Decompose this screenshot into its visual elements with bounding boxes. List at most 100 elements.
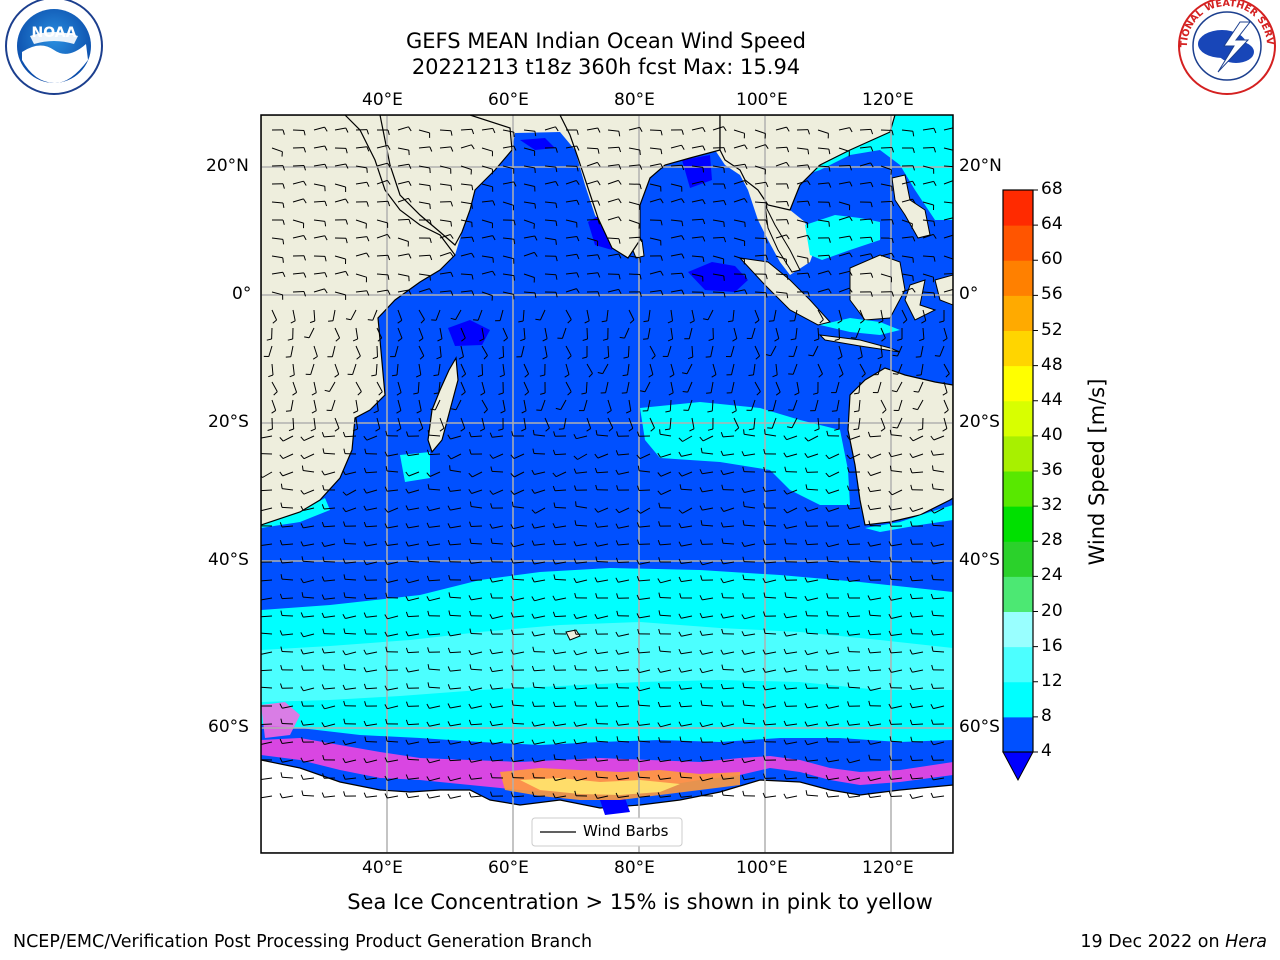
wind-barb [711, 399, 714, 412]
wind-barb-flag [639, 184, 642, 190]
wind-barb-flag [597, 127, 601, 133]
wind-barb-flag [616, 682, 619, 688]
wind-barb [744, 506, 756, 509]
wind-barb [471, 597, 483, 601]
wind-barb [281, 651, 294, 653]
wind-barb-flag [762, 720, 766, 726]
wind-barb [723, 651, 735, 655]
wind-barb-flag [783, 435, 788, 440]
wind-barb-flag [461, 391, 466, 396]
wind-barb [512, 795, 525, 798]
wind-barb-flag [356, 355, 361, 360]
wind-barb-flag [532, 701, 535, 707]
colorbar-segment [1003, 400, 1033, 437]
wind-barb-flag [909, 684, 913, 690]
wind-barb-flag [426, 703, 430, 709]
wind-barb-flag [595, 629, 598, 635]
wind-barb-flag [468, 685, 472, 691]
wind-barb [943, 201, 953, 204]
wind-barb-flag [387, 255, 391, 261]
wind-barb [817, 309, 824, 320]
wind-barb-flag [324, 126, 328, 132]
wind-barb [261, 686, 273, 689]
wind-barb-flag [846, 435, 851, 440]
wind-barb [491, 759, 504, 762]
wind-barb [626, 381, 630, 393]
wind-barb-flag [849, 127, 853, 133]
lat-label-right-20n: 20°N [959, 156, 1002, 176]
wind-barb [870, 795, 882, 798]
wind-barb [807, 453, 819, 458]
wind-barb-flag [597, 200, 601, 206]
wind-barb [428, 668, 441, 671]
wind-barb-flag [552, 449, 556, 455]
wind-barb [880, 309, 884, 321]
wind-barb [660, 777, 672, 780]
wind-barb-flag [531, 577, 535, 583]
wind-barb-flag [300, 505, 304, 511]
wind-barb [702, 777, 714, 782]
wind-barb-flag [678, 792, 682, 798]
wind-barb-flag [930, 450, 934, 456]
wind-barb-flag [849, 271, 853, 276]
wind-barb [785, 777, 798, 780]
wind-barb-flag [615, 792, 619, 798]
wind-barb-flag [786, 426, 793, 429]
wind-barb-flag [681, 235, 685, 241]
wind-barb [870, 597, 882, 601]
wind-barb-flag [408, 289, 412, 295]
wind-barb-flag [343, 628, 346, 634]
wind-barb-flag [426, 758, 430, 764]
wind-barb-flag [720, 774, 724, 780]
wind-barb-flag [765, 219, 768, 225]
wind-barb-flag [754, 319, 760, 324]
wind-barb [313, 309, 316, 322]
wind-barb [933, 741, 945, 746]
wind-barb-flag [384, 685, 388, 691]
colorbar-tick-label: 48 [1041, 354, 1063, 375]
wind-barb-flag [912, 257, 914, 263]
wind-barb [262, 471, 273, 478]
wind-barb-flag [679, 736, 682, 742]
wind-barb [428, 686, 441, 689]
wind-barb-flag [870, 272, 874, 278]
wind-barb [365, 741, 378, 743]
wind-barb-flag [407, 198, 412, 203]
wind-barb-flag [668, 392, 674, 396]
wind-barb [920, 345, 924, 357]
wind-barb [775, 327, 780, 339]
wind-barb [681, 687, 693, 690]
wind-barb [792, 363, 798, 375]
wind-barb [376, 200, 389, 203]
wind-barb-flag [385, 592, 388, 598]
wind-barb [261, 489, 273, 492]
wind-barb-flag [300, 578, 304, 584]
wind-barb-flag [471, 144, 475, 150]
wind-barb-flag [867, 629, 871, 635]
wind-barb-flag [636, 613, 640, 619]
wind-barb [597, 579, 609, 583]
wind-barb [492, 435, 504, 438]
wind-zone-8-12-south-africa [261, 498, 330, 528]
wind-zone-8-12-australia-bight [865, 505, 953, 532]
wind-barb [702, 723, 714, 728]
wind-barb-flag [279, 738, 283, 744]
wind-barb-flag [762, 486, 766, 492]
wind-barb [775, 126, 787, 131]
wind-barb-flag [279, 437, 284, 442]
wind-barb [408, 633, 420, 637]
wind-barb [880, 165, 892, 171]
wind-barb-flag [889, 736, 892, 742]
antarctica-ice [261, 759, 953, 853]
wind-barb [513, 543, 525, 548]
wind-barb [932, 614, 945, 617]
wind-barb-flag [934, 355, 940, 357]
wind-barb [449, 543, 462, 546]
wind-barb-flag [889, 682, 892, 688]
wind-barb-flag [596, 162, 601, 167]
wind-barb [744, 777, 756, 781]
wind-barb-flag [321, 704, 325, 710]
wind-barb [434, 399, 441, 411]
wind-barb-flag [461, 337, 466, 342]
wind-barb-flag [490, 791, 493, 797]
